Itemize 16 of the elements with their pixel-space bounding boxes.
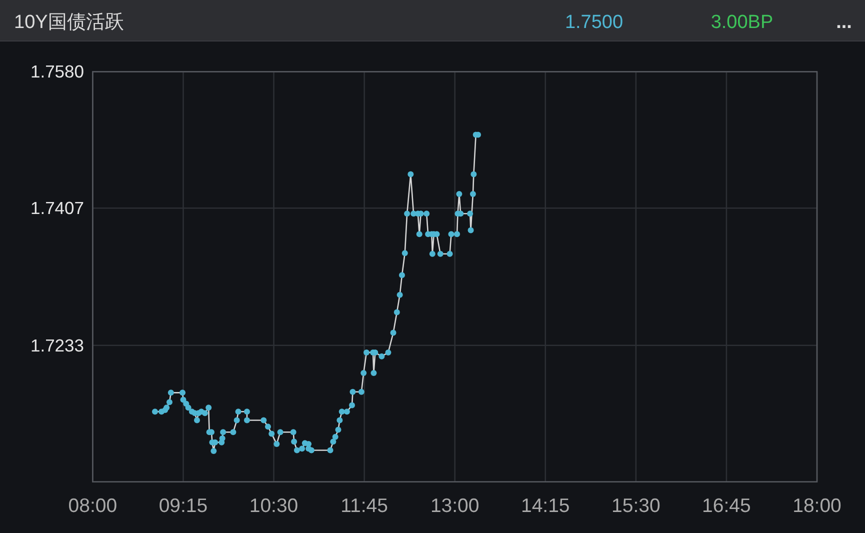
x-tick-label: 16:45 xyxy=(702,495,752,517)
text: 1.7500 xyxy=(564,12,624,33)
x-tick-label: 09:15 xyxy=(158,495,208,517)
x-tick-label: 18:00 xyxy=(792,495,842,517)
chart-title: 10Y国债活跃 xyxy=(14,12,124,33)
text: 3.00BP xyxy=(710,12,774,33)
text: ... xyxy=(836,12,852,33)
x-tick-label: 11:45 xyxy=(340,495,388,517)
y-tick-label: 1.7233 xyxy=(30,335,84,356)
x-tick-label: 10:30 xyxy=(249,495,298,517)
y-tick-label: 1.7580 xyxy=(30,62,84,82)
x-tick-label: 08:00 xyxy=(68,495,118,517)
y-tick-label: 1.7407 xyxy=(30,198,84,218)
x-tick-label: 13:00 xyxy=(430,495,480,517)
x-tick-label: 14:15 xyxy=(520,495,570,517)
x-tick-label: 15:30 xyxy=(612,495,660,517)
